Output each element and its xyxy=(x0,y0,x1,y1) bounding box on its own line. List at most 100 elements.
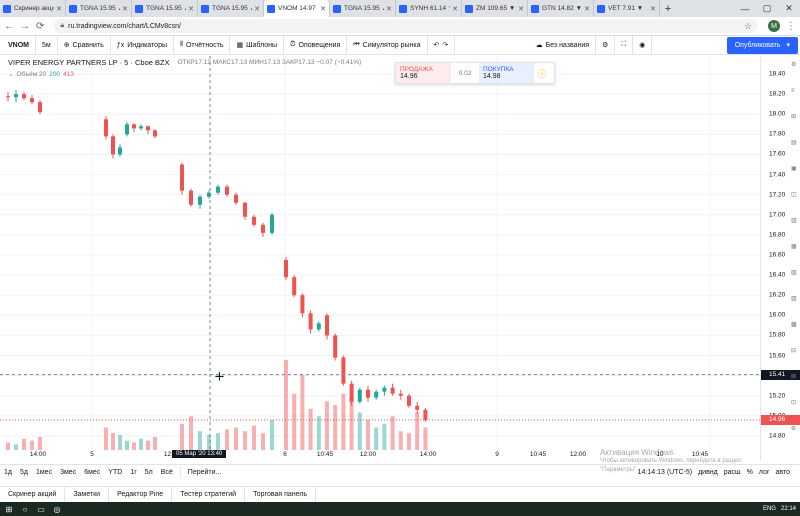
info-icon[interactable]: ⓘ xyxy=(537,68,547,79)
side-tool-icon[interactable]: ⚙︎ xyxy=(791,62,797,68)
favicon-icon xyxy=(201,4,209,13)
side-tool-icon[interactable]: ▤ xyxy=(791,140,797,146)
close-icon[interactable]: ✕ xyxy=(518,5,524,13)
close-icon[interactable]: ✕ xyxy=(122,5,128,13)
maximize-icon[interactable]: ▢ xyxy=(762,3,772,13)
side-tool-icon[interactable]: ▣ xyxy=(791,166,797,172)
undo-icon[interactable]: ↶ xyxy=(433,42,440,49)
indicators-button[interactable]: ƒx Индикаторы xyxy=(111,35,174,55)
url-field[interactable]: 🔒︎ ru.tradingview.com/chart/LCMv8csn/ ☆ xyxy=(54,19,758,33)
reload-icon[interactable]: ⟳ xyxy=(36,20,45,32)
range-button[interactable]: Всё xyxy=(160,469,173,476)
range-button[interactable]: 6мес xyxy=(84,469,101,476)
browser-tab[interactable]: ZM 109.65 ▼ ✕ xyxy=(462,0,528,17)
range-button[interactable]: 1г xyxy=(130,469,137,476)
bottom-tab[interactable]: Редактор Pine xyxy=(109,486,173,503)
log-toggle[interactable]: лог xyxy=(758,469,770,476)
browser-tab[interactable]: VNOM 14.97 ▼✕ xyxy=(264,0,330,17)
auto-toggle[interactable]: авто xyxy=(775,469,790,476)
browser-menu-icon[interactable]: ⋮ xyxy=(786,20,796,32)
side-tool-icon[interactable]: ▨ xyxy=(791,296,797,302)
price-chart[interactable]: + xyxy=(0,56,760,460)
alerts-button[interactable]: ⏰︎ Оповещения xyxy=(284,35,348,55)
browser-tab[interactable]: TGNA 15.95 ▲ ✕ xyxy=(198,0,264,17)
side-tool-icon[interactable]: ⊕ xyxy=(791,426,797,432)
close-icon[interactable]: ✕ xyxy=(650,5,656,13)
compare-button[interactable]: ⊕ Сравнить xyxy=(58,35,111,55)
close-icon[interactable]: ✕ xyxy=(188,5,194,13)
new-tab-button[interactable]: + xyxy=(664,2,672,15)
chrome-icon[interactable]: ◎ xyxy=(53,504,61,514)
close-icon[interactable]: ✕ xyxy=(386,5,392,13)
close-icon[interactable]: ✕ xyxy=(584,5,590,13)
bottom-tab[interactable]: Заметки xyxy=(65,486,110,503)
bottom-tab[interactable]: Скринер акций xyxy=(0,486,66,503)
range-button[interactable]: 1мес xyxy=(35,469,53,476)
close-window-icon[interactable]: ✕ xyxy=(785,3,793,13)
ext-toggle[interactable]: расш xyxy=(723,469,741,476)
browser-tab[interactable]: SYNH 61.14 ▼ ✕ xyxy=(396,0,462,17)
side-tool-icon[interactable]: ▧ xyxy=(791,270,797,276)
language-indicator[interactable]: ENG xyxy=(762,506,776,512)
side-tool-icon[interactable]: ⊡ xyxy=(791,400,797,406)
side-tool-icon[interactable]: ⊞ xyxy=(791,114,797,120)
sell-button[interactable]: ПРОДАЖА 14.96 xyxy=(396,63,451,83)
range-button[interactable]: YTD xyxy=(108,469,123,476)
side-tool-icon[interactable]: ⊟ xyxy=(791,348,797,354)
financials-button[interactable]: ⫴ Отчётность xyxy=(174,35,231,55)
symbol-search-button[interactable]: VNOM xyxy=(0,35,36,55)
taskbar-clock[interactable]: 22:14 xyxy=(780,506,796,512)
candle-body xyxy=(118,147,122,155)
simulator-button[interactable]: ⏮︎ Симулятор рынка xyxy=(347,35,428,55)
interval-button[interactable]: 5м xyxy=(36,35,58,55)
forward-icon[interactable]: → xyxy=(20,20,30,32)
close-icon[interactable]: ✕ xyxy=(56,5,62,13)
side-tool-icon[interactable]: ▥ xyxy=(791,218,797,224)
close-icon[interactable]: ✕ xyxy=(452,5,458,13)
close-icon[interactable]: ✕ xyxy=(320,5,326,13)
screenshot-button[interactable]: ◉ xyxy=(633,35,653,55)
templates-button[interactable]: ▦ Шаблоны xyxy=(230,35,285,55)
browser-tab[interactable]: TGNA 15.95 ▲ ✕ xyxy=(330,0,396,17)
browser-tab[interactable]: GTN 14.82 ▼ ✕ xyxy=(528,0,594,17)
close-icon[interactable]: ✕ xyxy=(254,5,260,13)
search-icon[interactable]: ○ xyxy=(22,504,28,514)
side-tool-icon[interactable]: ◫ xyxy=(791,192,797,198)
bottom-tab[interactable]: Тестер стратегий xyxy=(172,486,246,503)
side-tool-icon[interactable]: ≡ xyxy=(791,88,795,94)
bottom-tab[interactable]: Торговая панель xyxy=(245,486,317,503)
price-axis[interactable]: 18.40 18.20 18.00 17.80 17.60 17.40 17.20 17.00… xyxy=(760,56,800,460)
collapse-chevron-icon[interactable]: ⌄ xyxy=(8,71,14,78)
range-button[interactable]: 3мес xyxy=(60,469,77,476)
range-button[interactable]: Перейти... xyxy=(187,469,222,476)
side-tool-icon[interactable]: ▩ xyxy=(791,322,797,328)
percent-toggle[interactable]: % xyxy=(746,469,753,476)
windows-start-icon[interactable]: ⊞ xyxy=(5,504,13,514)
undo-redo[interactable]: ↶ ↷ xyxy=(428,35,456,55)
adj-toggle[interactable]: дивнд xyxy=(698,469,718,476)
settings-button[interactable]: ⚙︎ xyxy=(596,35,616,55)
browser-tab[interactable]: TGNA 15.95 ▲ ✕ xyxy=(132,0,198,17)
side-tool-icon[interactable]: ▦ xyxy=(791,244,797,250)
clock-readout[interactable]: 14:14:13 (UTC-5) xyxy=(637,469,693,476)
publish-button[interactable]: Опубликовать ▾ xyxy=(726,36,798,54)
buy-button[interactable]: ПОКУПКА 14.98 xyxy=(479,63,534,83)
back-icon[interactable]: ← xyxy=(4,20,14,32)
browser-tab[interactable]: TGNA 15.95 ▲ ✕ xyxy=(66,0,132,17)
range-button[interactable]: 5л xyxy=(144,469,153,476)
redo-icon[interactable]: ↷ xyxy=(442,42,449,49)
volume-value-b: 413 xyxy=(63,70,74,78)
folder-icon[interactable]: ▭ xyxy=(37,504,45,514)
side-tool-icon[interactable]: ⊠ xyxy=(791,374,797,380)
range-button[interactable]: 5д xyxy=(19,469,28,476)
browser-tab[interactable]: Скринер акций✕ xyxy=(0,0,66,17)
candle-body xyxy=(125,124,129,135)
range-button[interactable]: 1д xyxy=(4,469,12,476)
minimize-icon[interactable]: — xyxy=(740,3,750,14)
bookmark-star-icon[interactable]: ☆ xyxy=(743,20,752,31)
time-tick: 12:00 xyxy=(359,451,377,458)
layout-name-button[interactable]: ☁︎ Без названия xyxy=(530,35,597,55)
fullscreen-button[interactable]: ⛶ xyxy=(615,35,634,55)
profile-avatar[interactable]: M xyxy=(768,20,780,32)
browser-tab[interactable]: VET 7.91 ▼ ✕ xyxy=(594,0,660,17)
